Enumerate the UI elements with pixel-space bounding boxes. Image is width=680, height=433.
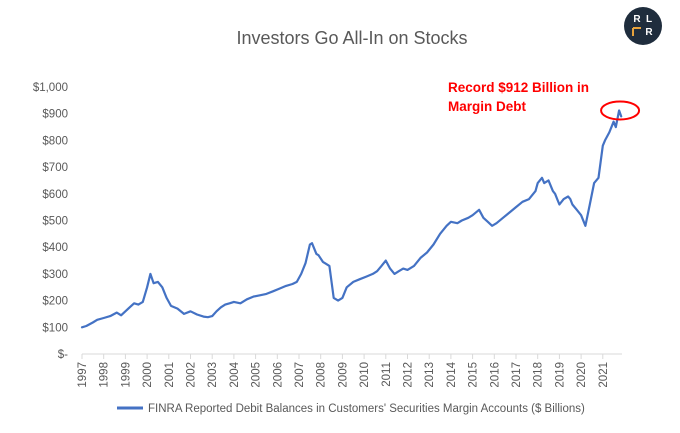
x-tick-label: 2012 bbox=[403, 362, 415, 388]
brand-logo: R L R bbox=[624, 7, 662, 45]
y-tick-label: $700 bbox=[42, 162, 68, 174]
x-tick-label: 2020 bbox=[576, 362, 588, 388]
plot-area bbox=[80, 109, 623, 329]
x-tick-label: 2018 bbox=[533, 362, 545, 388]
x-tick-label: 1999 bbox=[120, 362, 132, 388]
x-tick-label: 2015 bbox=[468, 362, 480, 388]
record-annotation: Record $912 Billion in Margin Debt bbox=[448, 80, 641, 121]
y-tick-label: $800 bbox=[42, 135, 68, 147]
x-tick-label: 2017 bbox=[511, 362, 523, 388]
x-tick-label: 2002 bbox=[186, 362, 198, 388]
x-tick-label: 1998 bbox=[99, 362, 111, 388]
y-tick-label: $1,000 bbox=[33, 82, 68, 94]
x-tick-label: 1997 bbox=[77, 362, 89, 388]
y-tick-label: $300 bbox=[42, 269, 68, 281]
x-tick-label: 2008 bbox=[316, 362, 328, 388]
x-tick-label: 2014 bbox=[446, 361, 458, 387]
y-axis: $- $100 $200 $300 $400 $500 $600 $700 $800 $900 $1… bbox=[33, 82, 68, 361]
x-tick-label: 2016 bbox=[489, 362, 501, 388]
x-axis: 1997 1998 1999 2000 2001 2002 2003 2004 2005 2006… bbox=[77, 353, 622, 388]
x-tick-label: 2019 bbox=[554, 362, 566, 388]
record-highlight-circle bbox=[600, 100, 641, 121]
x-tick-label: 2000 bbox=[142, 362, 154, 388]
y-tick-label: $500 bbox=[42, 216, 68, 228]
margin-debt-series-line bbox=[80, 109, 623, 329]
x-tick-label: 2001 bbox=[164, 362, 176, 388]
logo-letter-3: R bbox=[645, 27, 653, 38]
y-tick-label: $200 bbox=[42, 296, 68, 308]
logo-letter-1: R bbox=[633, 14, 641, 25]
legend-label: FINRA Reported Debit Balances in Custome… bbox=[148, 403, 585, 415]
x-tick-label: 2005 bbox=[251, 362, 263, 388]
x-tick-label: 2007 bbox=[294, 362, 306, 388]
legend: FINRA Reported Debit Balances in Custome… bbox=[117, 403, 585, 415]
y-tick-label: $- bbox=[58, 349, 68, 361]
y-tick-label: $400 bbox=[42, 242, 68, 254]
x-tick-label: 2003 bbox=[207, 362, 219, 388]
x-tick-label: 2011 bbox=[381, 362, 393, 387]
annotation-line-1: Record $912 Billion in bbox=[448, 80, 589, 95]
x-tick-label: 2010 bbox=[359, 362, 371, 388]
x-tick-label: 2006 bbox=[272, 362, 284, 388]
chart-title: Investors Go All-In on Stocks bbox=[236, 28, 467, 48]
x-tick-label: 2013 bbox=[424, 362, 436, 388]
x-tick-label: 2004 bbox=[229, 361, 241, 387]
annotation-line-2: Margin Debt bbox=[448, 99, 527, 114]
x-tick-label: 2021 bbox=[598, 362, 610, 388]
y-tick-label: $100 bbox=[42, 322, 68, 334]
x-tick-label: 2009 bbox=[337, 362, 349, 388]
y-tick-label: $600 bbox=[42, 189, 68, 201]
y-tick-label: $900 bbox=[42, 109, 68, 121]
logo-letter-2: L bbox=[646, 14, 652, 25]
logo-badge bbox=[624, 7, 662, 45]
